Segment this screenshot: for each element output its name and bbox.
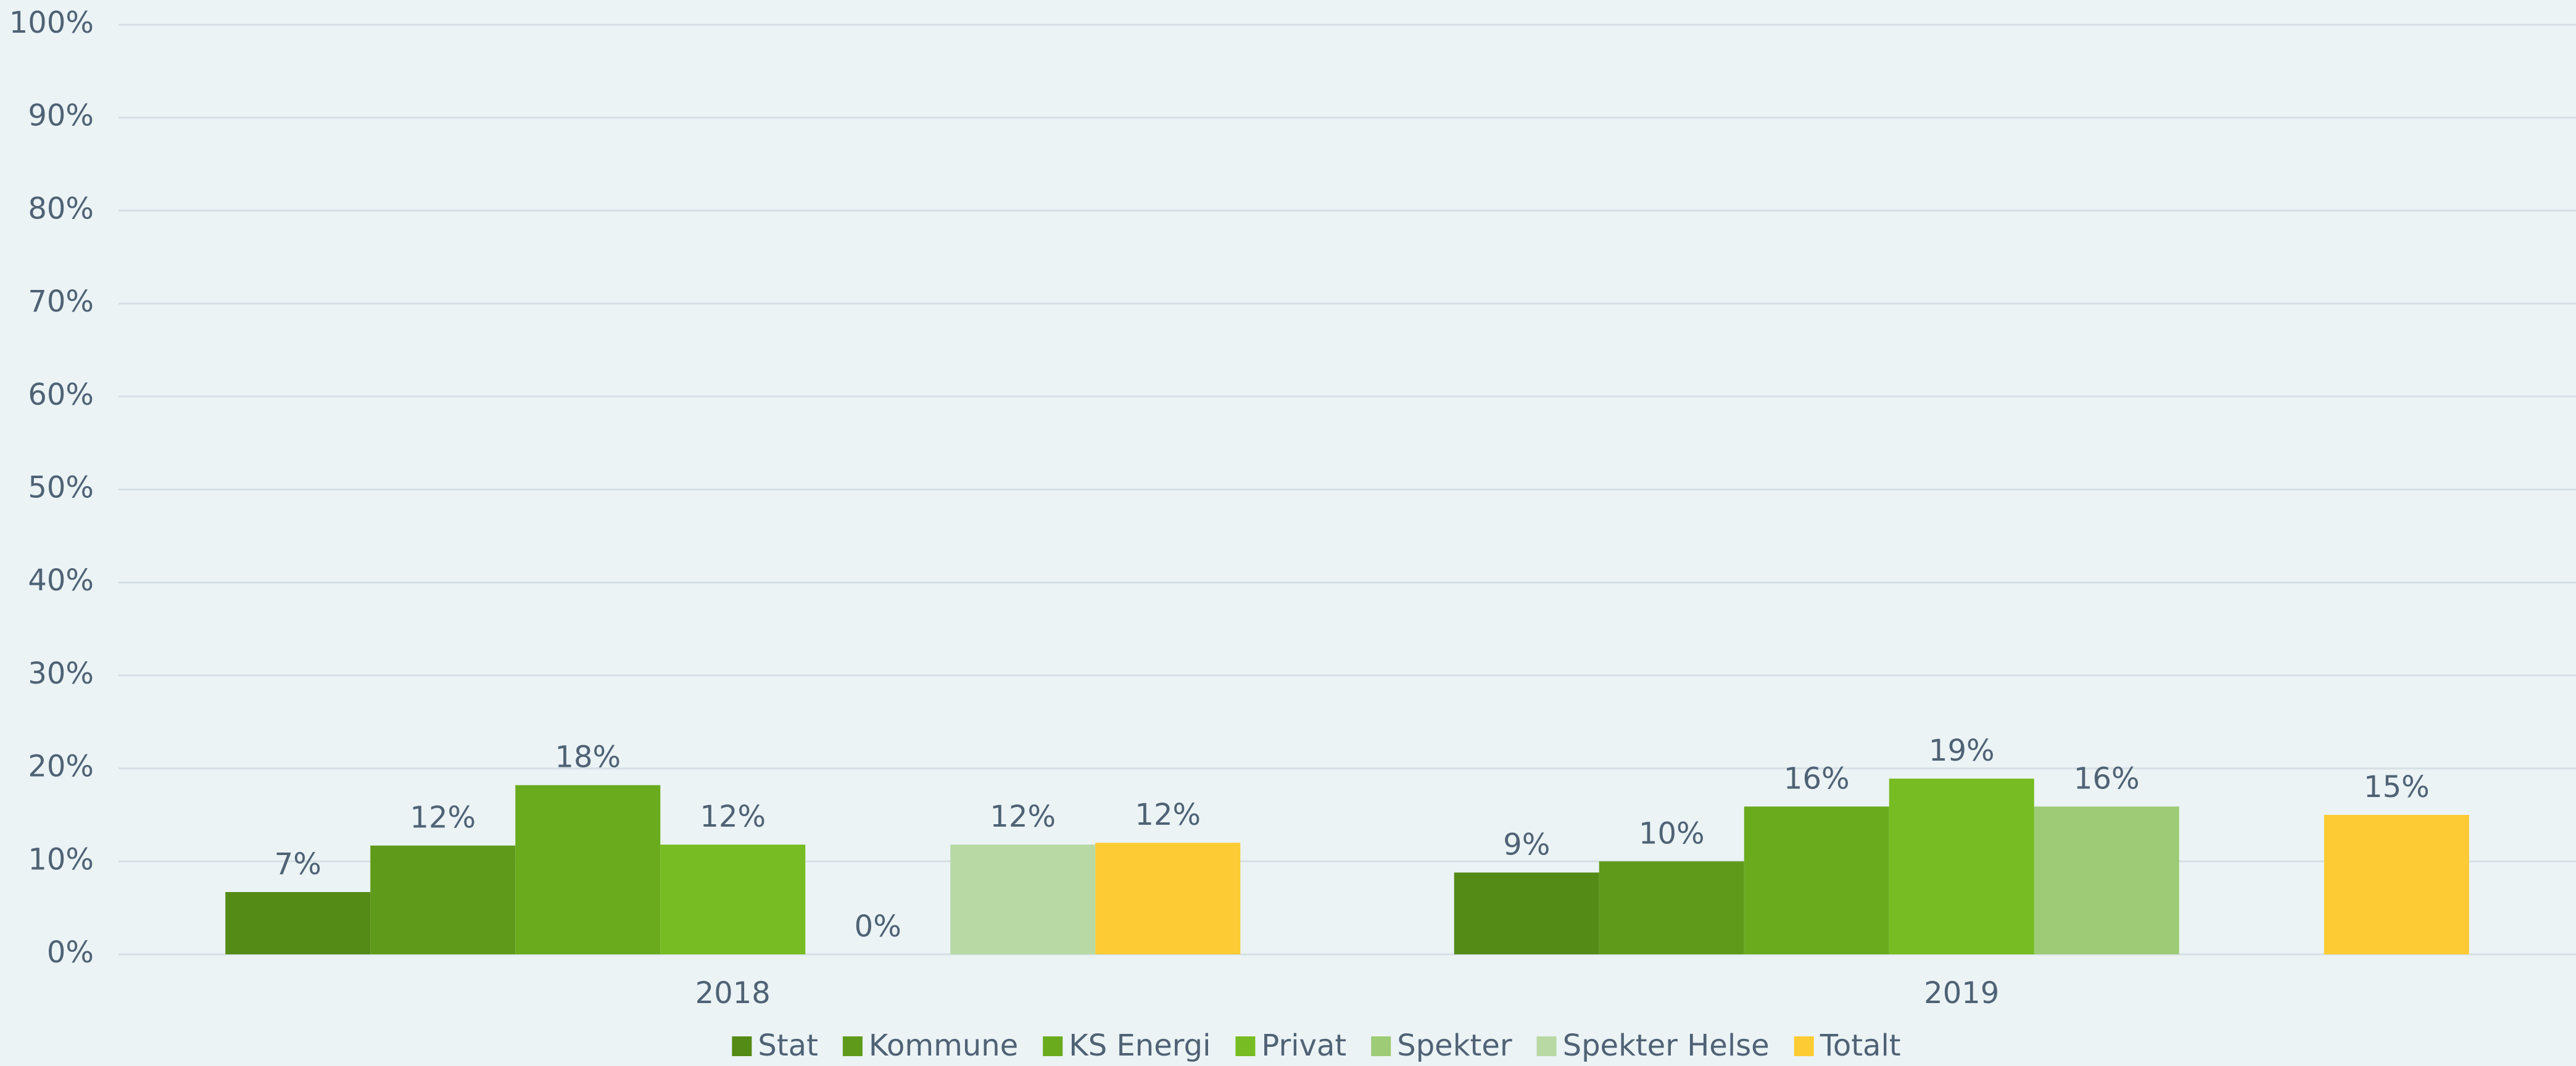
y-tick-label: 100%: [9, 6, 94, 40]
legend-swatch: [1043, 1036, 1063, 1056]
legend-swatch: [732, 1036, 752, 1056]
x-tick-label: 2018: [695, 976, 771, 1010]
legend-swatch: [1371, 1036, 1391, 1056]
bar: [2034, 806, 2179, 954]
bar: [1889, 779, 2034, 954]
legend-label: Spekter Helse: [1563, 1028, 1770, 1063]
legend-label: Stat: [758, 1028, 818, 1063]
bar: [1095, 843, 1241, 954]
legend-label: Privat: [1261, 1028, 1346, 1063]
x-tick-label: 2019: [1924, 976, 1999, 1010]
y-tick-label: 40%: [28, 563, 94, 598]
bar: [2324, 814, 2469, 954]
y-tick-label: 10%: [28, 842, 94, 877]
y-tick-label: 60%: [28, 378, 94, 412]
bar: [370, 845, 516, 954]
legend-label: Totalt: [1820, 1028, 1901, 1063]
data-label: 18%: [555, 740, 621, 775]
legend-swatch: [842, 1036, 863, 1056]
bar: [1454, 872, 1599, 954]
data-label: 7%: [275, 847, 321, 882]
data-label: 12%: [990, 800, 1056, 834]
data-label: 15%: [2364, 770, 2430, 804]
y-tick-label: 50%: [28, 471, 94, 505]
data-label: 0%: [855, 909, 901, 944]
y-tick-label: 70%: [28, 284, 94, 319]
data-label: 12%: [700, 800, 766, 834]
legend-label: Spekter: [1397, 1028, 1512, 1063]
y-tick-label: 90%: [28, 99, 94, 133]
y-tick-label: 20%: [28, 750, 94, 784]
legend-label: Kommune: [869, 1028, 1018, 1063]
legend-swatch: [1536, 1036, 1557, 1056]
bar: [1744, 806, 1889, 954]
data-label: 19%: [1929, 733, 1995, 768]
data-label: 9%: [1503, 827, 1550, 862]
legend-label: KS Energi: [1069, 1028, 1211, 1063]
bar: [950, 845, 1096, 954]
y-tick-label: 30%: [28, 656, 94, 691]
y-tick-label: 80%: [28, 191, 94, 226]
y-tick-label: 0%: [47, 935, 94, 970]
data-label: 12%: [410, 801, 476, 835]
bar: [515, 785, 661, 954]
legend-swatch: [1235, 1036, 1256, 1056]
bar: [660, 845, 806, 954]
bar: [1599, 861, 1744, 954]
legend-swatch: [1794, 1036, 1814, 1056]
data-label: 12%: [1135, 798, 1201, 832]
data-label: 16%: [1784, 761, 1850, 796]
data-label: 10%: [1639, 816, 1705, 851]
bar: [225, 892, 371, 954]
data-label: 16%: [2074, 761, 2140, 796]
